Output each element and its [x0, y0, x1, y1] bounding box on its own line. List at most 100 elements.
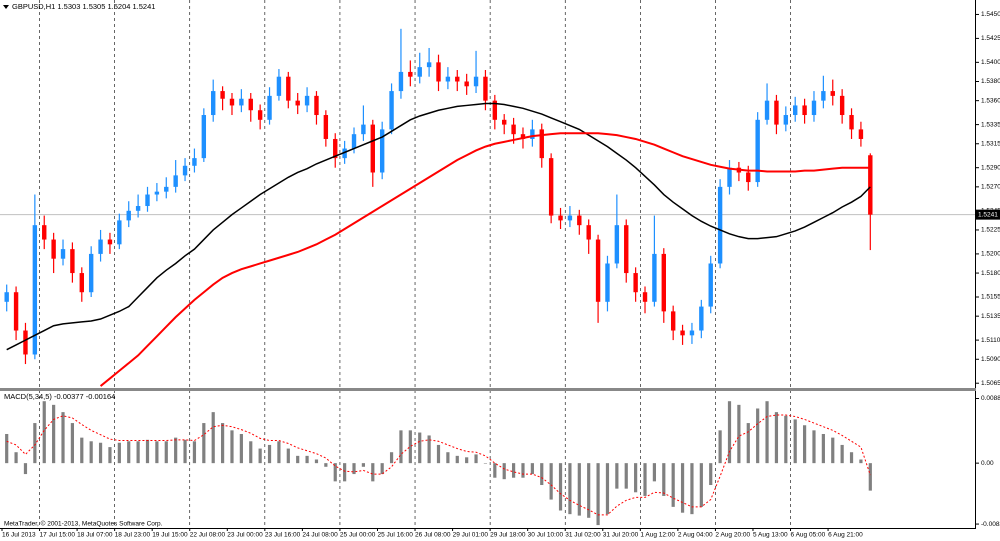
candle-body [548, 158, 554, 216]
y-tick-label: 1.5380 [981, 78, 1000, 85]
histogram-bar [446, 452, 450, 464]
indicator-title: MACD(5,34,5) -0.00377 -0.00164 [4, 392, 115, 401]
histogram-bar [80, 437, 84, 464]
candle-body [708, 263, 713, 307]
candle-body [23, 330, 28, 355]
candle-body [389, 91, 394, 130]
candle-body [70, 249, 75, 274]
histogram-bar [155, 441, 159, 464]
histogram-bar [230, 430, 234, 464]
signal-line [6, 414, 871, 516]
y-tick-label: 1.5180 [981, 270, 1000, 277]
histogram-bar [174, 437, 178, 464]
histogram-bar [699, 463, 703, 507]
histogram-bar [418, 432, 422, 464]
candle-body [276, 76, 282, 96]
histogram-bar [465, 457, 469, 464]
candle-body [614, 225, 620, 264]
y-tick-label: 1.5290 [981, 164, 1000, 171]
histogram-bar [427, 435, 431, 464]
histogram-bar [305, 455, 309, 464]
candle-body [717, 186, 723, 264]
histogram-bar [821, 433, 825, 464]
candle-body [746, 172, 751, 183]
x-tick-label: 19 Jul 15:00 [152, 532, 188, 539]
candle-body [755, 119, 760, 183]
candle-body [408, 71, 413, 77]
histogram-bar [267, 444, 272, 464]
candle-body [530, 129, 535, 139]
x-tick-label: 16 Jul 2013 [2, 532, 36, 539]
histogram-bar [868, 463, 872, 491]
histogram-bar [784, 415, 788, 464]
candle-body [4, 292, 9, 302]
x-tick-label: 18 Jul 07:00 [77, 532, 113, 539]
footer: MetaTrader, © 2001-2013, MetaQuotes Soft… [4, 520, 163, 528]
x-tick-label: 23 Jul 00:00 [227, 532, 263, 539]
candle-body [379, 129, 385, 173]
y-tick-label: 0.00887 [981, 395, 1000, 402]
y-tick-label: -0.00836 [981, 521, 1000, 528]
x-tick-label: 2 Aug 04:00 [678, 532, 713, 539]
histogram-bar [502, 463, 506, 480]
candle-body [595, 239, 601, 302]
x-tick-label: 22 Jul 08:00 [190, 532, 226, 539]
histogram-bar [652, 463, 657, 482]
x-tick-label: 26 Jul 08:00 [415, 532, 451, 539]
histogram-bar [643, 463, 647, 496]
candle-body [192, 158, 197, 166]
candle-body [323, 115, 329, 139]
candle-body [51, 239, 56, 259]
candle-body [417, 67, 422, 77]
histogram-bar [183, 439, 187, 464]
histogram-bar [530, 463, 534, 475]
histogram-bar [577, 463, 581, 516]
candle-body [286, 76, 291, 101]
histogram-bar [624, 463, 628, 489]
candle-body [361, 124, 366, 135]
histogram-bar [42, 401, 46, 464]
candle-body [211, 91, 216, 116]
x-tick-label: 29 Jul 18:00 [490, 532, 526, 539]
candle-body [248, 98, 253, 111]
y-tick-label: 1.5315 [981, 140, 1000, 147]
histogram-bar [483, 463, 488, 464]
histogram-bar [371, 463, 375, 482]
histogram-bar [605, 463, 610, 515]
y-tick-label: 1.5090 [981, 356, 1000, 363]
candle-body [445, 76, 451, 82]
candle-body [239, 98, 244, 106]
candle-body [79, 273, 84, 293]
candle-body [370, 124, 375, 173]
histogram-bar [136, 441, 140, 464]
histogram-bar [202, 423, 206, 464]
histogram-bar [23, 463, 28, 475]
histogram-bar [145, 439, 150, 464]
histogram-bar [389, 452, 394, 464]
candle-body [858, 129, 864, 139]
histogram-bar [558, 463, 563, 511]
histogram-bar [596, 463, 600, 526]
candle-body [436, 62, 441, 82]
x-tick-label: 23 Jul 16:00 [265, 532, 301, 539]
histogram-bar [52, 404, 56, 464]
x-tick-label: 24 Jul 08:00 [302, 532, 338, 539]
candle-body [642, 292, 648, 302]
candle-body [586, 225, 591, 240]
candle-body [830, 91, 835, 96]
candle-body [473, 76, 479, 87]
y-tick-label: 1.5400 [981, 59, 1000, 66]
x-tick-label: 31 Jul 02:00 [565, 532, 601, 539]
candle-body [257, 110, 263, 120]
y-tick-label: 1.5270 [981, 184, 1000, 191]
histogram-bar [5, 433, 9, 464]
histogram-bar [296, 455, 300, 464]
histogram-bar [774, 412, 779, 464]
histogram-bar [455, 455, 459, 464]
histogram-bar [324, 463, 328, 467]
candle-body [689, 330, 695, 336]
x-tick-label: 1 Aug 12:00 [640, 532, 675, 539]
histogram-bar [408, 430, 412, 464]
plot [0, 28, 975, 526]
y-tick-label: 1.5425 [981, 35, 1000, 42]
